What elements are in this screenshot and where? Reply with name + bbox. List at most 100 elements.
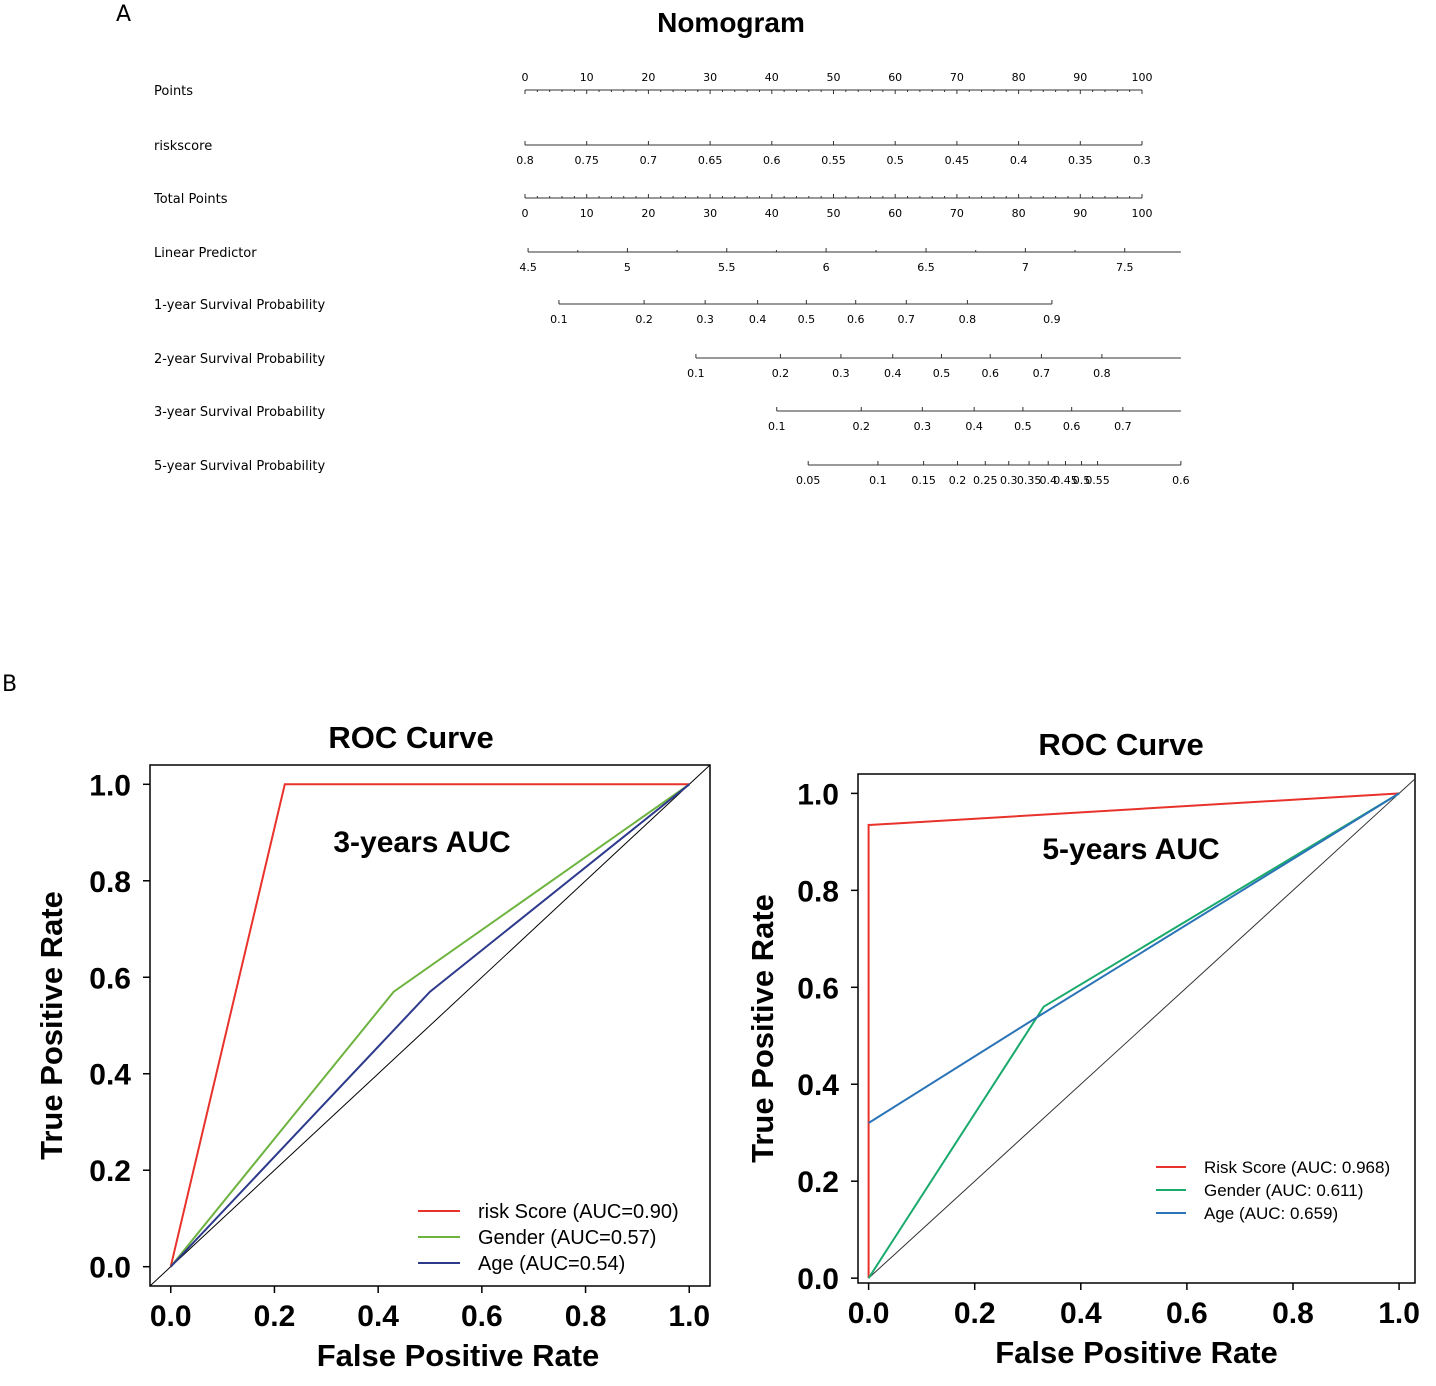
roc3-legend-label-0: risk Score (AUC=0.90) — [478, 1201, 679, 1223]
nomogram-tick-label: 0.15 — [911, 474, 936, 487]
nomogram-row: riskscore 0.8 0.75 0.7 0.65 0.6 0.55 0.5 0.45 0.4… — [154, 139, 1151, 167]
panel-label-b: B — [2, 672, 18, 697]
nomogram-tick-label: 0.5 — [1014, 420, 1032, 433]
nomogram-tick-label: 6.5 — [917, 261, 935, 274]
nomogram-tick-label: 90 — [1073, 71, 1087, 84]
panel-label-a: A — [116, 2, 132, 27]
roc3-x-tick-label: 0.2 — [254, 1300, 296, 1333]
roc3-annotation: 3-years AUC — [333, 826, 510, 859]
nomogram-tick-label: 0.3 — [832, 367, 850, 380]
nomogram-tick-label: 0.7 — [898, 313, 916, 326]
nomogram-tick-label: 0.1 — [869, 474, 887, 487]
nomogram-tick-label: 0.5 — [1073, 474, 1091, 487]
roc3-series-line-0 — [169, 783, 690, 1267]
roc5-annotation: 5-years AUC — [1042, 833, 1219, 866]
roc3-y-tick-label: 1.0 — [89, 769, 131, 802]
nomogram-title: Nomogram — [657, 7, 805, 38]
roc5-title: ROC Curve — [1038, 727, 1203, 762]
nomogram-tick-label: 0.5 — [933, 367, 951, 380]
roc5-y-tick-label: 0.6 — [797, 972, 839, 1005]
nomogram-tick-label: 0.4 — [965, 420, 983, 433]
roc3-plot-frame — [149, 764, 711, 1287]
nomogram-tick-label: 0.05 — [796, 474, 821, 487]
roc5-series-line-2 — [868, 792, 1400, 1124]
nomogram-tick-label: 0.9 — [1043, 313, 1061, 326]
nomogram-tick-label: 20 — [641, 71, 655, 84]
nomogram-tick-label: 0.6 — [847, 313, 865, 326]
nomogram-tick-label: 0.5 — [886, 154, 904, 167]
nomogram-tick-label: 0.8 — [516, 154, 534, 167]
nomogram-tick-label: 0.2 — [635, 313, 653, 326]
roc5-x-tick-label: 0.6 — [1166, 1297, 1208, 1330]
nomogram-tick-label: 0.45 — [945, 154, 970, 167]
roc5-x-tick-label: 1.0 — [1378, 1297, 1420, 1330]
roc5-series-line-1 — [867, 792, 1400, 1279]
nomogram-tick-label: 7.5 — [1116, 261, 1134, 274]
nomogram-row-label: Total Points — [153, 192, 228, 207]
roc5-series-line-0 — [867, 792, 1400, 1279]
roc3-x-tick-label: 0.0 — [150, 1300, 192, 1333]
nomogram-tick-label: 0.7 — [1114, 420, 1132, 433]
nomogram-tick-label: 50 — [827, 71, 841, 84]
roc3-x-tick-label: 0.8 — [565, 1300, 607, 1333]
nomogram-tick-label: 0.25 — [973, 474, 998, 487]
roc5-x-tick-label: 0.8 — [1272, 1297, 1314, 1330]
nomogram-tick-label: 0.3 — [1133, 154, 1151, 167]
nomogram-tick-label: 0.1 — [687, 367, 705, 380]
nomogram-tick-label: 0.3 — [1000, 474, 1018, 487]
nomogram-tick-label: 0 — [522, 71, 529, 84]
nomogram-tick-label: 0.8 — [1093, 367, 1111, 380]
nomogram-tick-label: 6 — [823, 261, 830, 274]
roc3-legend-label-1: Gender (AUC=0.57) — [478, 1227, 656, 1249]
roc5-x-axis-label: False Positive Rate — [995, 1335, 1278, 1370]
nomogram-tick-label: 0.2 — [772, 367, 790, 380]
nomogram-tick-label: 100 — [1132, 71, 1153, 84]
roc3-x-tick-label: 0.4 — [357, 1300, 399, 1333]
nomogram-tick-label: 40 — [765, 71, 779, 84]
nomogram-tick-label: 0.55 — [821, 154, 846, 167]
nomogram-tick-label: 0.2 — [949, 474, 967, 487]
nomogram-row-label: Linear Predictor — [154, 246, 257, 261]
nomogram-tick-label: 0 — [522, 207, 529, 220]
nomogram-row-label: 3-year Survival Probability — [154, 405, 325, 420]
roc-chart-3-year: ROC Curve 3-years AUC 0.0 0.2 0.4 0.6 0.8 1.0 0.… — [34, 720, 711, 1373]
roc3-title: ROC Curve — [328, 720, 493, 755]
nomogram-tick-label: 0.55 — [1085, 474, 1110, 487]
nomogram-row-label: riskscore — [154, 139, 212, 154]
roc5-y-tick-label: 0.8 — [797, 875, 839, 908]
nomogram-tick-label: 0.35 — [1068, 154, 1093, 167]
nomogram-tick-label: 70 — [950, 207, 964, 220]
roc5-x-tick-label: 0.2 — [954, 1297, 996, 1330]
nomogram-tick-label: 0.2 — [853, 420, 871, 433]
roc5-y-tick-label: 0.4 — [797, 1069, 839, 1102]
roc5-x-tick-label: 0.4 — [1060, 1297, 1102, 1330]
nomogram-tick-label: 0.3 — [696, 313, 714, 326]
nomogram-tick-label: 50 — [827, 207, 841, 220]
nomogram-tick-label: 10 — [580, 207, 594, 220]
nomogram-row: Total Points 0 10 20 30 40 50 60 70 80 90 100 — [153, 192, 1153, 220]
roc5-legend-label-0: Risk Score (AUC: 0.968) — [1204, 1158, 1390, 1177]
nomogram-tick-label: 0.6 — [1063, 420, 1081, 433]
nomogram-tick-label: 80 — [1012, 71, 1026, 84]
nomogram-tick-label: 80 — [1012, 207, 1026, 220]
roc3-y-tick-label: 0.6 — [89, 962, 131, 995]
roc3-y-axis-label: True Positive Rate — [34, 891, 69, 1160]
nomogram-row: Points 0 10 20 30 40 50 60 70 80 90 100 — [154, 71, 1153, 99]
nomogram-tick-label: 0.6 — [981, 367, 999, 380]
roc5-y-tick-label: 0.0 — [797, 1263, 839, 1296]
roc3-x-axis-label: False Positive Rate — [317, 1338, 600, 1373]
nomogram-tick-label: 0.4 — [1010, 154, 1028, 167]
nomogram-tick-label: 4.5 — [519, 261, 537, 274]
nomogram-row: 2-year Survival Probability 0.1 0.2 0.3 0.4 0… — [154, 352, 1181, 380]
roc5-y-tick-label: 1.0 — [797, 778, 839, 811]
nomogram-tick-label: 0.4 — [1039, 474, 1057, 487]
roc3-legend-label-2: Age (AUC=0.54) — [478, 1253, 625, 1275]
roc3-y-tick-label: 0.0 — [89, 1252, 131, 1285]
roc5-diagonal-line — [868, 778, 1416, 1279]
nomogram-tick-label: 0.6 — [1172, 474, 1190, 487]
roc3-series-line-2 — [169, 783, 690, 1268]
nomogram-tick-label: 5 — [624, 261, 631, 274]
nomogram-row-label: 1-year Survival Probability — [154, 298, 325, 313]
nomogram-tick-label: 0.75 — [574, 154, 599, 167]
